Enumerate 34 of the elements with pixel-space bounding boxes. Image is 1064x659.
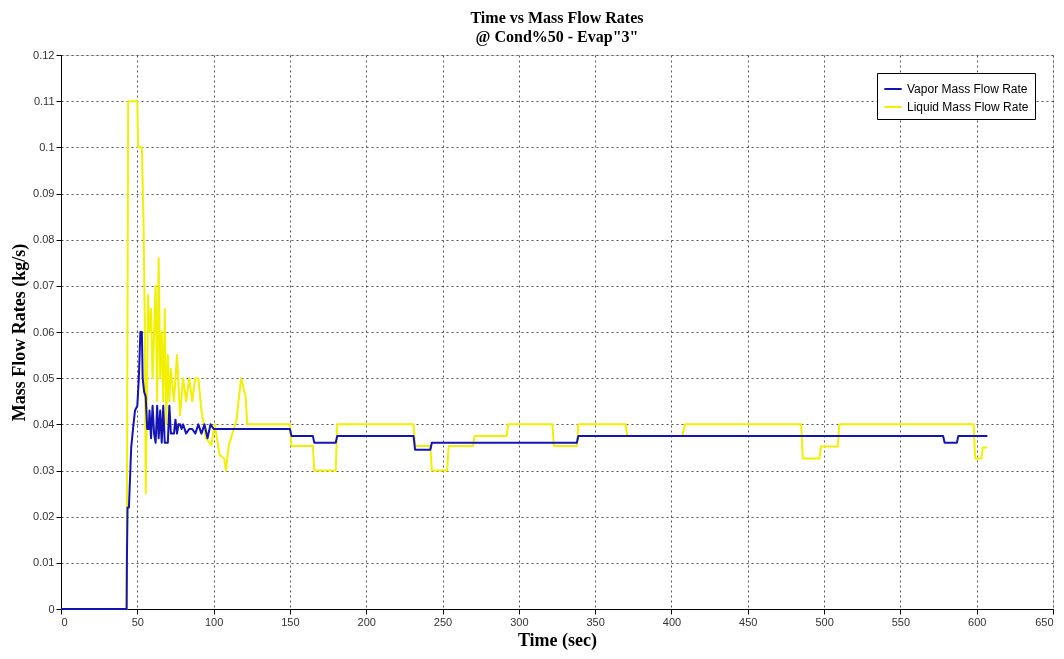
- legend-label: Vapor Mass Flow Rate: [907, 82, 1028, 96]
- x-tick-label: 300: [510, 615, 529, 628]
- x-tick-label: 0: [61, 615, 68, 628]
- y-tick-label: 0.12: [33, 48, 55, 61]
- x-tick-label: 500: [815, 615, 834, 628]
- x-tick-label: 200: [357, 615, 376, 628]
- y-tick-label: 0.04: [33, 417, 55, 430]
- y-tick-label: 0.09: [33, 187, 55, 199]
- x-tick-label: 400: [662, 615, 682, 628]
- y-axis-title: Mass Flow Rates (kg/s): [9, 243, 31, 422]
- x-tick-label: 650: [1035, 615, 1054, 628]
- y-tick-label: 0.02: [33, 510, 55, 523]
- x-tick-label: 350: [586, 615, 605, 628]
- chart-title: Time vs Mass Flow Rates: [470, 9, 644, 26]
- y-tick-label: 0.08: [33, 233, 55, 246]
- x-tick-label: 450: [739, 615, 758, 628]
- x-tick-label: 250: [433, 615, 453, 628]
- y-tick-label: 0.07: [33, 279, 55, 292]
- x-tick-label: 550: [891, 615, 911, 628]
- y-tick-label: 0.11: [33, 94, 55, 107]
- x-tick-label: 50: [131, 615, 144, 628]
- x-tick-label: 600: [968, 615, 987, 628]
- y-tick-label: 0: [48, 602, 55, 615]
- x-tick-label: 150: [281, 615, 300, 628]
- chart-subtitle: @ Cond%50 - Evap"3": [475, 28, 639, 46]
- y-tick-label: 0.03: [33, 464, 55, 476]
- y-tick-label: 0.01: [33, 556, 55, 569]
- x-axis-title: Time (sec): [517, 629, 598, 651]
- y-tick-label: 0.06: [33, 325, 55, 338]
- legend-label: Liquid Mass Flow Rate: [907, 100, 1029, 114]
- x-tick-label: 100: [204, 615, 224, 628]
- y-tick-label: 0.05: [33, 371, 55, 384]
- line-series: [60, 331, 989, 610]
- y-tick-label: 0.1: [39, 140, 55, 153]
